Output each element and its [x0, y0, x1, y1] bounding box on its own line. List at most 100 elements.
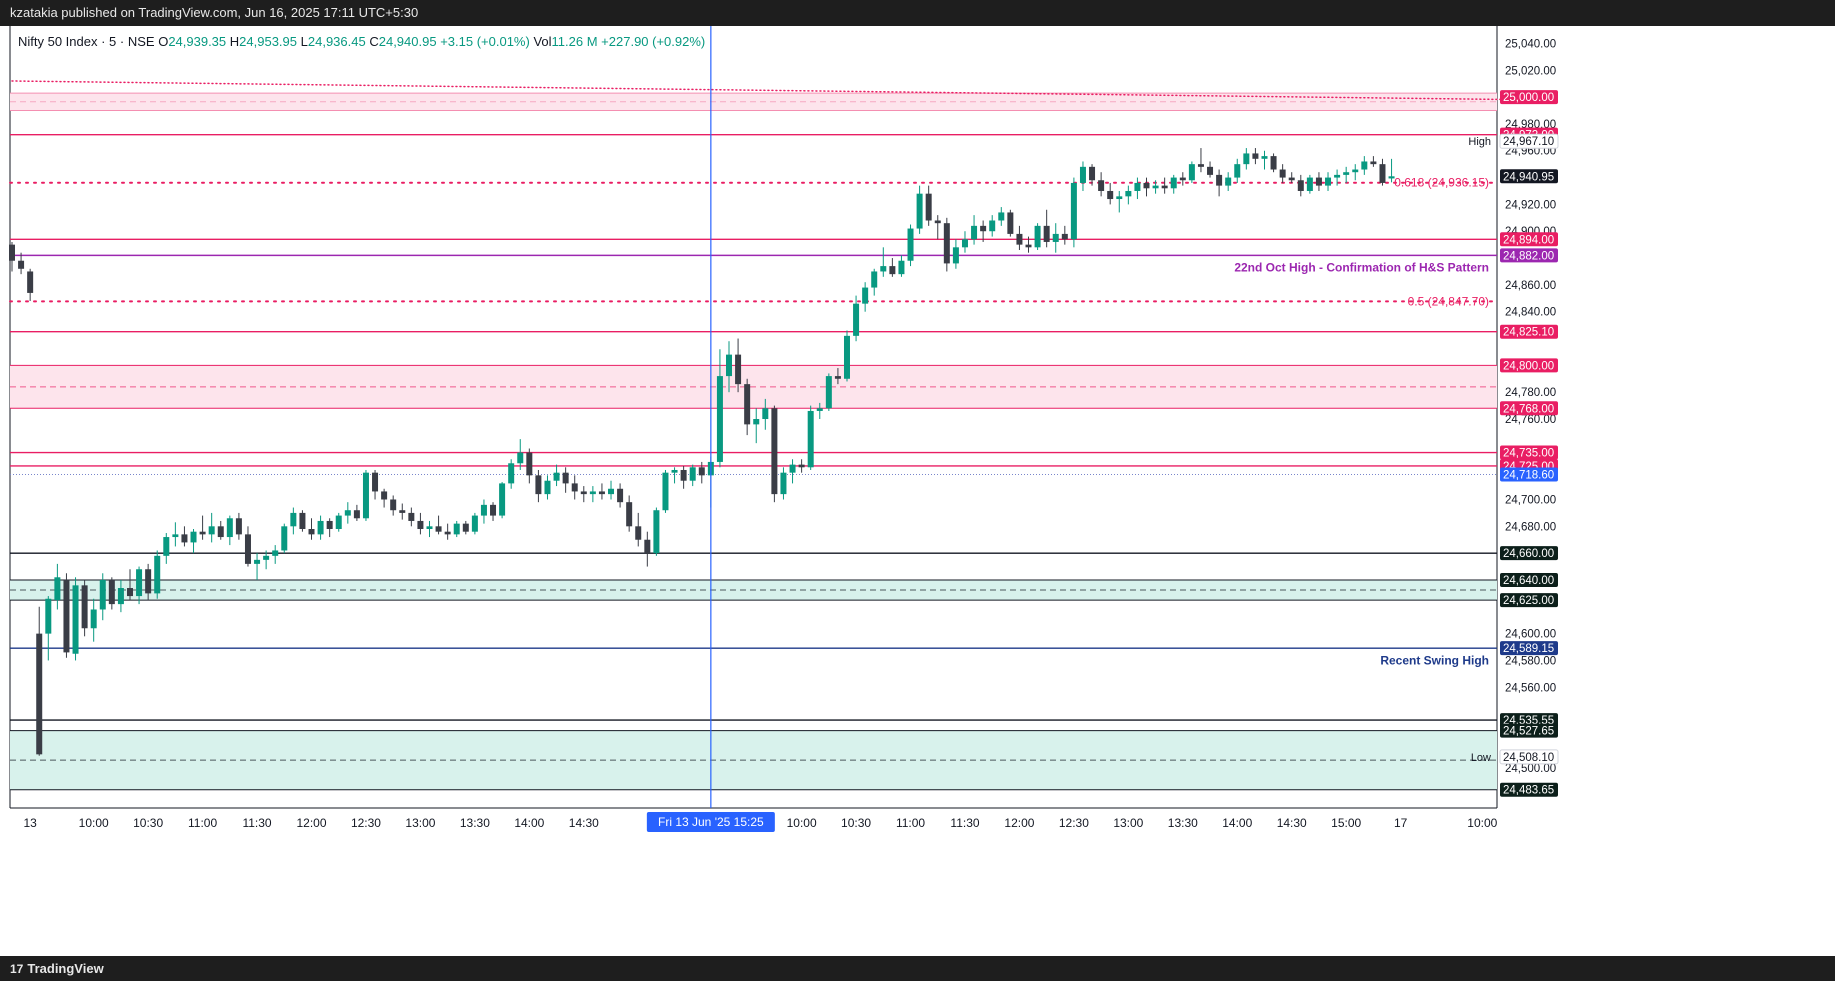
- candle-body-131: [1197, 164, 1204, 167]
- candle-body-32: [299, 512, 306, 530]
- candle-body-37: [344, 510, 351, 516]
- price-tag-box-3: [1500, 169, 1558, 184]
- candle-body-6: [63, 579, 70, 653]
- candle-body-132: [1207, 166, 1214, 175]
- candle-body-60: [553, 472, 560, 481]
- candle-body-99: [907, 228, 914, 261]
- candle-body-129: [1179, 177, 1186, 181]
- candle-body-62: [571, 483, 578, 492]
- candle-body-101: [925, 193, 932, 221]
- candle-body-125: [1143, 182, 1150, 189]
- price-tag-box-2: [1499, 133, 1559, 149]
- candle-body-45: [417, 520, 424, 530]
- candle-body-152: [1388, 176, 1395, 179]
- symbol-name[interactable]: Nifty 50 Index · 5 · NSE: [18, 34, 155, 49]
- price-tag-box-12: [1500, 546, 1558, 561]
- price-tag-box-9: [1500, 445, 1558, 460]
- x-tick-label-20: 14:30: [1277, 816, 1307, 830]
- low-label: L: [300, 34, 308, 49]
- candle-body-28: [263, 555, 270, 560]
- candle-body-113: [1034, 225, 1041, 248]
- candle-body-115: [1052, 233, 1059, 242]
- candle-body-14: [136, 569, 143, 597]
- price-tag-box-18: [1499, 749, 1559, 765]
- candle-body-43: [399, 510, 406, 513]
- candle-body-81: [744, 384, 751, 425]
- y-tick-label-9: 24,760.00: [1505, 414, 1556, 426]
- price-tag-caption-18: Low: [1471, 752, 1491, 764]
- candle-body-7: [72, 585, 79, 654]
- price-tag-value-12: 24,660.00: [1503, 548, 1554, 560]
- candle-body-91: [834, 376, 841, 379]
- candle-body-8: [81, 585, 88, 629]
- candle-body-133: [1216, 174, 1223, 186]
- candle-body-30: [281, 526, 288, 551]
- y-tick-label-15: 24,500.00: [1505, 763, 1556, 775]
- candle-body-120: [1098, 180, 1105, 191]
- candle-body-38: [353, 510, 360, 519]
- candle-body-112: [1025, 244, 1032, 248]
- candle-body-64: [589, 491, 596, 495]
- annotation-label-2: 0.5 (24,847.70): [1408, 294, 1489, 308]
- candle-body-63: [580, 491, 587, 495]
- candle-body-24: [226, 518, 233, 538]
- price-tag-box-17: [1500, 723, 1558, 738]
- candle-body-40: [372, 472, 379, 492]
- close-value: 24,940.95: [378, 34, 437, 49]
- annotation-label-1: 22nd Oct High - Confirmation of H&S Patt…: [1234, 260, 1489, 274]
- candle-body-138: [1261, 156, 1268, 159]
- candle-body-0: [9, 244, 15, 261]
- price-tag-box-5: [1500, 248, 1558, 263]
- price-tag-value-7: 24,800.00: [1503, 360, 1554, 372]
- candle-body-106: [971, 225, 978, 240]
- candle-body-71: [653, 510, 660, 554]
- candle-body-46: [426, 526, 433, 530]
- candle-body-11: [108, 579, 115, 605]
- candle-body-48: [444, 531, 451, 535]
- candle-body-103: [943, 223, 950, 264]
- candle-body-42: [390, 499, 397, 511]
- candle-body-96: [880, 266, 887, 272]
- candle-body-105: [961, 239, 968, 248]
- candle-body-98: [898, 260, 905, 275]
- candle-body-12: [117, 588, 124, 605]
- y-tick-label-6: 24,860.00: [1505, 280, 1556, 292]
- candle-body-72: [662, 472, 669, 511]
- y-tick-label-0: 25,040.00: [1505, 38, 1556, 50]
- tradingview-logo[interactable]: 17 TradingView: [10, 956, 104, 982]
- volume-label: Vol: [533, 34, 552, 49]
- candle-body-44: [408, 512, 415, 521]
- x-tick-label-5: 12:00: [296, 816, 326, 830]
- candle-body-80: [735, 354, 742, 385]
- candle-body-128: [1170, 177, 1177, 189]
- candle-body-26: [244, 534, 251, 564]
- candle-body-86: [789, 464, 796, 473]
- candle-body-79: [726, 354, 733, 377]
- price-chart[interactable]: 0.618 (24,936.15) 22nd Oct High - Confirm…: [0, 26, 1835, 956]
- open-label: O: [158, 34, 169, 49]
- candle-body-146: [1334, 174, 1341, 178]
- candle-body-150: [1370, 161, 1377, 165]
- price-tag-box-14: [1500, 593, 1558, 608]
- candle-body-36: [335, 515, 342, 530]
- x-tick-label-18: 13:30: [1168, 816, 1198, 830]
- candle-body-70: [644, 539, 651, 554]
- candle-body-110: [1007, 212, 1014, 234]
- candle-body-102: [934, 220, 941, 224]
- candle-body-1: [18, 260, 25, 269]
- crosshair-time-label: Fri 13 Jun '25 15:25: [658, 815, 764, 829]
- y-tick-label-8: 24,780.00: [1505, 387, 1556, 399]
- candle-body-68: [626, 502, 633, 527]
- volume-value: 11.26 M: [551, 34, 598, 49]
- x-tick-label-22: 17: [1394, 816, 1408, 830]
- candle-body-29: [272, 550, 279, 556]
- candle-body-67: [617, 488, 624, 503]
- candle-body-148: [1352, 169, 1359, 173]
- annotation-label-3: Recent Swing High: [1380, 653, 1489, 667]
- candle-body-9: [90, 609, 97, 629]
- candle-body-41: [381, 491, 388, 500]
- candle-body-134: [1225, 177, 1232, 186]
- candle-body-74: [680, 469, 687, 481]
- x-tick-label-13: 11:00: [896, 816, 925, 830]
- candle-body-4: [45, 598, 52, 634]
